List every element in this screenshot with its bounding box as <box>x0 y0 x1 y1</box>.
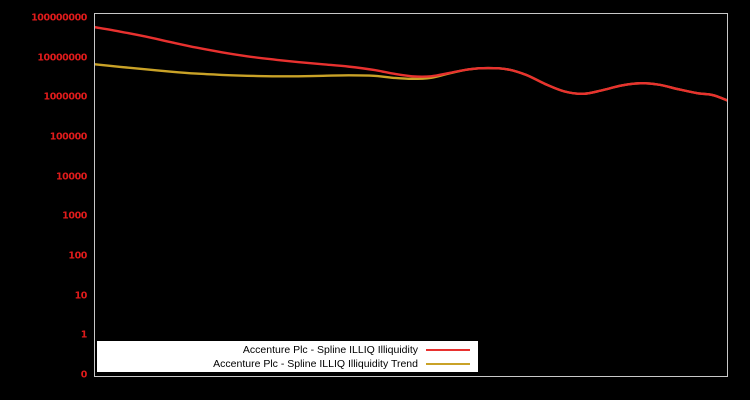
y-axis-tick-label: 0 <box>80 369 88 381</box>
y-axis-tick-label: 100 <box>68 250 87 262</box>
y-axis-tick-label: 1000000 <box>43 91 88 103</box>
y-axis-tick-label: 10000 <box>55 171 87 183</box>
y-axis-tick-label: 1000 <box>62 210 87 222</box>
chart-legend: Accenture Plc - Spline ILLIQ Illiquidity… <box>97 341 478 372</box>
y-axis: 100000000 10000000 1000000 100000 10000 1000 1… <box>0 0 94 400</box>
legend-item[interactable]: Accenture Plc - Spline ILLIQ Illiquidity <box>97 343 472 357</box>
series-container <box>95 26 727 102</box>
legend-color-swatch <box>426 348 470 351</box>
y-axis-tick-label: 100000000 <box>31 12 87 24</box>
plot-area <box>94 13 728 377</box>
y-axis-tick-label: 100000 <box>49 131 88 143</box>
legend-color-swatch <box>426 362 470 365</box>
legend-item-label: Accenture Plc - Spline ILLIQ Illiquidity <box>242 343 418 356</box>
legend-item-label: Accenture Plc - Spline ILLIQ Illiquidity… <box>213 357 418 370</box>
y-axis-tick-label: 10 <box>74 290 88 302</box>
legend-item[interactable]: Accenture Plc - Spline ILLIQ Illiquidity… <box>97 357 472 371</box>
y-axis-tick-label: 1 <box>80 329 88 341</box>
series-line <box>95 26 727 102</box>
y-axis-tick-label: 10000000 <box>37 52 87 64</box>
